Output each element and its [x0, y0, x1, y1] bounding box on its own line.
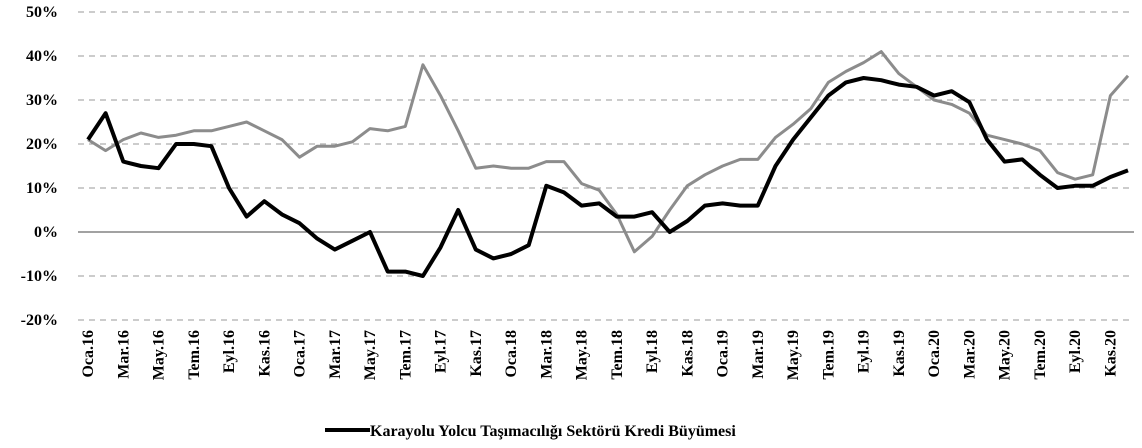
y-tick-label: 40% — [26, 48, 58, 65]
x-tick-label: May.18 — [574, 330, 591, 380]
x-tick-label: Eyl.18 — [644, 330, 661, 373]
x-tick-label: May.17 — [362, 330, 379, 380]
y-tick-label: 0% — [34, 224, 58, 241]
x-tick-label: Tem.18 — [609, 330, 626, 380]
x-tick-label: Tem.19 — [820, 330, 837, 380]
x-tick-label: Kas.19 — [891, 330, 908, 377]
x-tick-label: Kas.16 — [256, 330, 273, 377]
series-line — [87, 50, 1130, 254]
x-tick-label: Mar.16 — [115, 330, 132, 379]
x-tick-label: Oca.18 — [503, 330, 520, 378]
x-tick-label: Oca.17 — [292, 330, 309, 378]
x-tick-label: Eyl.17 — [433, 330, 450, 373]
x-tick-label: Kas.17 — [468, 330, 485, 377]
y-tick-label: 30% — [26, 92, 58, 109]
x-tick-label: Mar.17 — [327, 330, 344, 379]
x-tick-label: Eyl.16 — [221, 330, 238, 373]
y-tick-label: 50% — [26, 4, 58, 21]
x-tick-label: Mar.19 — [750, 330, 767, 379]
x-tick-label: May.16 — [151, 330, 168, 380]
x-tick-label: Tem.16 — [186, 330, 203, 380]
x-tick-label: Kas.18 — [679, 330, 696, 377]
x-tick-label: May.20 — [997, 330, 1014, 380]
x-tick-label: May.19 — [785, 330, 802, 380]
x-tick-label: Eyl.19 — [856, 330, 873, 373]
legend-label: Karayolu Yolcu Taşımacılığı Sektörü Kred… — [370, 423, 736, 440]
x-tick-label: Oca.19 — [715, 330, 732, 378]
x-tick-label: Oca.16 — [80, 330, 97, 378]
x-tick-label: Tem.20 — [1032, 330, 1049, 380]
y-tick-label: -20% — [21, 312, 58, 329]
y-tick-label: 20% — [26, 136, 58, 153]
x-tick-label: Oca.20 — [926, 330, 943, 378]
x-tick-label: Tem.17 — [397, 330, 414, 380]
y-tick-label: 10% — [26, 180, 58, 197]
x-tick-label: Eyl.20 — [1067, 330, 1084, 373]
x-tick-label: Kas.20 — [1102, 330, 1119, 377]
x-tick-label: Mar.18 — [538, 330, 555, 379]
series-line — [86, 76, 1129, 278]
y-tick-label: -10% — [21, 268, 58, 285]
x-tick-label: Mar.20 — [961, 330, 978, 379]
